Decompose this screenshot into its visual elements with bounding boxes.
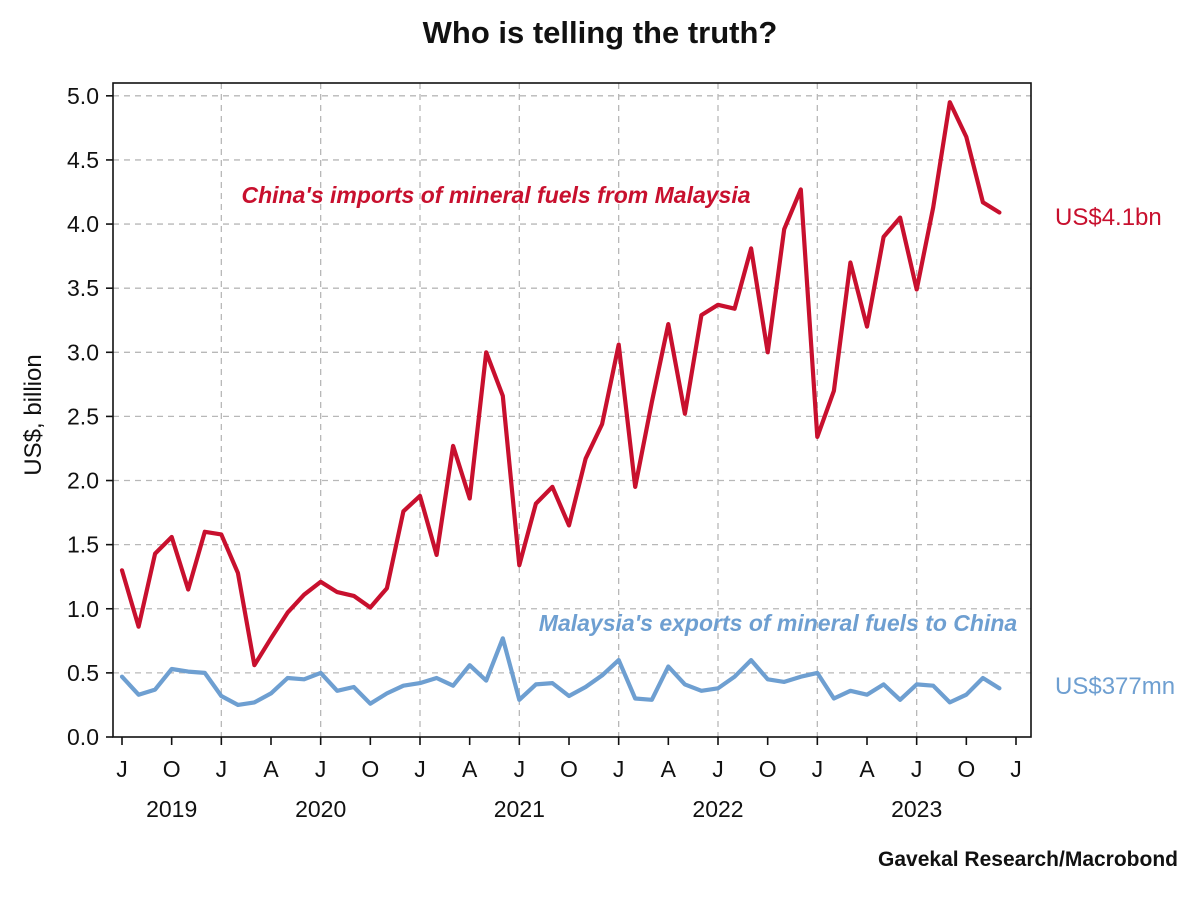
year-label: 2023: [891, 796, 942, 822]
x-month-label: A: [859, 756, 875, 782]
series-annotation-china-imports: China's imports of mineral fuels from Ma…: [241, 182, 750, 208]
y-tick-label: 0.5: [67, 660, 99, 686]
x-month-label: J: [613, 756, 625, 782]
horizontal-gridlines: [113, 95, 1031, 674]
x-axis-year-labels: 2019 2020 2021 2022 2023: [146, 796, 942, 822]
y-axis-tick-labels: 0.0 0.5 1.0 1.5 2.0 2.5 3.0 3.5 4.0 4.5 5.0: [67, 83, 99, 750]
series-line-malaysia-exports: [119, 636, 1002, 707]
end-label-malaysia-exports: US$377mn: [1055, 673, 1175, 700]
year-label: 2020: [295, 796, 346, 822]
y-axis-label: US$, billion: [20, 354, 47, 475]
x-month-label: J: [216, 756, 228, 782]
y-tick-label: 3.5: [67, 275, 99, 301]
x-month-label: O: [560, 756, 578, 782]
y-tick-label: 0.0: [67, 724, 99, 750]
y-tick-label: 5.0: [67, 83, 99, 109]
x-month-label: O: [361, 756, 379, 782]
y-tick-label: 1.0: [67, 596, 99, 622]
series-line-china-imports: [119, 100, 1002, 668]
y-tick-label: 4.5: [67, 147, 99, 173]
end-label-china-imports: US$4.1bn: [1055, 204, 1162, 231]
x-month-label: J: [812, 756, 824, 782]
x-month-label: A: [263, 756, 279, 782]
x-axis-tick-marks: [121, 737, 1017, 745]
chart-title: Who is telling the truth?: [423, 15, 778, 50]
x-month-label: J: [712, 756, 724, 782]
year-label: 2019: [146, 796, 197, 822]
x-month-label: O: [759, 756, 777, 782]
x-month-label: A: [661, 756, 677, 782]
y-tick-label: 2.5: [67, 403, 99, 429]
x-month-label: A: [462, 756, 478, 782]
source-credit: Gavekal Research/Macrobond: [878, 848, 1178, 871]
x-month-label: J: [1010, 756, 1022, 782]
x-month-label: J: [315, 756, 327, 782]
x-month-label: J: [414, 756, 426, 782]
vertical-gridlines: [220, 83, 918, 737]
y-tick-label: 2.0: [67, 468, 99, 494]
x-month-label: J: [116, 756, 128, 782]
year-label: 2021: [494, 796, 545, 822]
series-annotation-malaysia-exports: Malaysia's exports of mineral fuels to C…: [539, 610, 1018, 636]
y-tick-label: 1.5: [67, 532, 99, 558]
y-tick-label: 3.0: [67, 339, 99, 365]
x-month-label: O: [957, 756, 975, 782]
year-label: 2022: [692, 796, 743, 822]
x-month-label: J: [514, 756, 526, 782]
x-month-label: J: [911, 756, 923, 782]
plot-area-frame: [112, 82, 1032, 738]
y-axis-tick-marks: [106, 95, 113, 738]
x-month-label: O: [163, 756, 181, 782]
y-tick-label: 4.0: [67, 211, 99, 237]
